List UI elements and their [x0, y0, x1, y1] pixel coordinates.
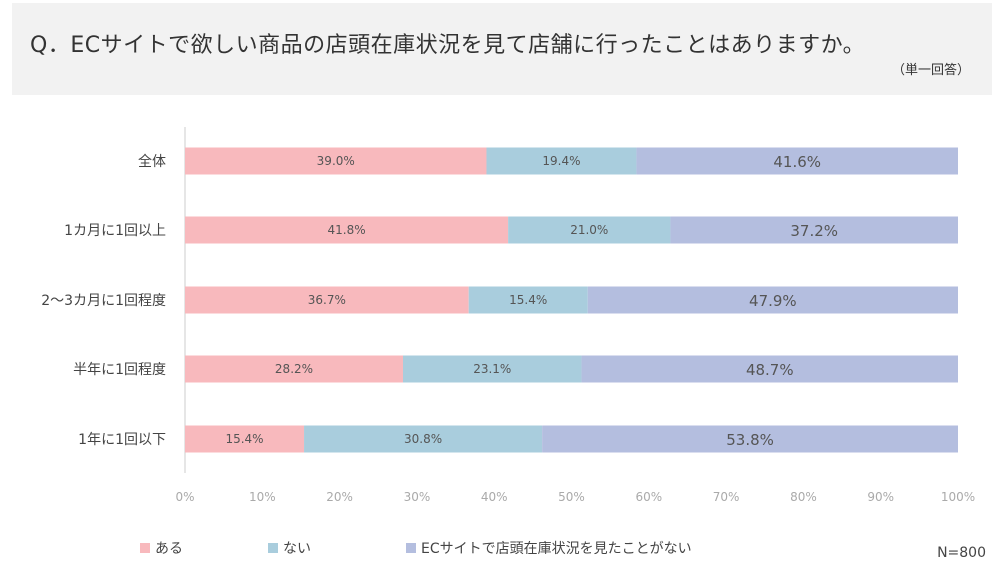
data-label: 30.8%	[404, 432, 442, 446]
x-tick-label: 80%	[790, 490, 817, 504]
data-label: 47.9%	[749, 292, 797, 310]
x-tick-label: 90%	[867, 490, 894, 504]
legend-swatch	[268, 543, 278, 553]
data-label: 41.8%	[327, 223, 365, 237]
bar-segment	[185, 286, 469, 314]
question-header: Q．ECサイトで欲しい商品の店頭在庫状況を見て店舗に行ったことはありますか。 （…	[12, 3, 992, 95]
x-tick-label: 40%	[481, 490, 508, 504]
legend-label: ECサイトで店頭在庫状況を見たことがない	[421, 541, 692, 557]
bar-segment	[185, 425, 305, 453]
data-label: 23.1%	[473, 362, 511, 376]
category-label: 2～3カ月に1回程度	[41, 293, 166, 309]
bar-segment	[304, 425, 543, 453]
data-label: 15.4%	[509, 293, 547, 307]
bar-segment	[581, 355, 958, 383]
category-label: 1カ月に1回以上	[64, 223, 166, 239]
bar-segment	[185, 216, 509, 244]
data-label: 15.4%	[225, 432, 263, 446]
x-tick-label: 20%	[326, 490, 353, 504]
legend-swatch	[406, 543, 416, 553]
x-tick-label: 10%	[249, 490, 276, 504]
question-title: Q．ECサイトで欲しい商品の店頭在庫状況を見て店舗に行ったことはありますか。	[30, 33, 866, 58]
bar-segment	[402, 355, 582, 383]
x-tick-label: 100%	[941, 490, 975, 504]
bar-segment	[670, 216, 958, 244]
data-label: 39.0%	[317, 154, 355, 168]
legend-label: ない	[283, 541, 311, 557]
data-label: 36.7%	[308, 293, 346, 307]
data-label: 21.0%	[570, 223, 608, 237]
bar-segment	[508, 216, 671, 244]
bar-segment	[486, 147, 637, 175]
legend-swatch	[140, 543, 150, 553]
category-label: 半年に1回程度	[73, 362, 166, 378]
data-label: 19.4%	[542, 154, 580, 168]
data-label: 41.6%	[773, 153, 821, 171]
legend-item: ある	[140, 538, 183, 558]
category-label: 1年に1回以下	[78, 432, 166, 448]
legend-item: ない	[268, 538, 311, 558]
data-label: 48.7%	[746, 361, 794, 379]
x-tick-label: 60%	[635, 490, 662, 504]
x-tick-label: 50%	[558, 490, 585, 504]
data-label: 28.2%	[275, 362, 313, 376]
bar-segment	[185, 147, 487, 175]
x-tick-label: 30%	[404, 490, 431, 504]
x-tick-label: 70%	[713, 490, 740, 504]
x-tick-label: 0%	[175, 490, 194, 504]
data-label: 37.2%	[790, 222, 838, 240]
answer-type-note: （単一回答）	[891, 63, 970, 78]
bar-segment	[185, 355, 403, 383]
bar-segment	[636, 147, 958, 175]
bar-segment	[587, 286, 958, 314]
legend-item: ECサイトで店頭在庫状況を見たことがない	[406, 538, 692, 558]
bar-segment	[468, 286, 588, 314]
legend: ある ない ECサイトで店頭在庫状況を見たことがない	[140, 538, 692, 558]
legend-label: ある	[155, 541, 183, 557]
sample-size: N=800	[937, 545, 986, 561]
data-label: 53.8%	[726, 431, 774, 449]
bar-segment	[542, 425, 958, 453]
category-label: 全体	[138, 153, 166, 170]
